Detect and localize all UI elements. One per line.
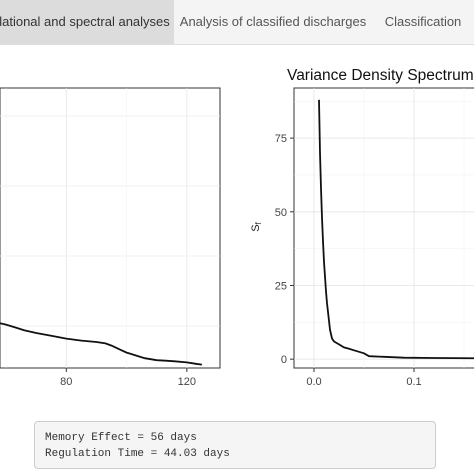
right-x-tick-label: 0.0 xyxy=(306,376,321,388)
tab-correlational-spectral-analyses[interactable]: elational and spectral analyses xyxy=(0,0,174,44)
right-y-tick-label: 50 xyxy=(275,207,287,219)
right-chart-title: Variance Density Spectrum xyxy=(287,67,474,84)
right-y-tick-label: 0 xyxy=(281,354,287,366)
right-plot-panel xyxy=(293,87,474,369)
tab-analysis-classified-discharges[interactable]: Analysis of classified discharges xyxy=(179,14,367,29)
tab-classification[interactable]: Classification xyxy=(384,14,462,29)
results-output-box: Memory Effect = 56 days Regulation Time … xyxy=(34,421,436,469)
left-plot-panel xyxy=(0,87,221,369)
left-x-tick-label: 120 xyxy=(178,376,196,388)
correlogram-plot: 80 120 xyxy=(0,87,221,388)
correlogram-line xyxy=(0,322,203,366)
left-x-tick-label: 80 xyxy=(60,376,72,388)
tab-bar: elational and spectral analyses Analysis… xyxy=(0,0,474,45)
plots-area: 80 120 Variance Density Spectrum 0 25 50 75 0… xyxy=(0,67,474,388)
memory-effect-text: Memory Effect = 56 days xyxy=(45,432,197,444)
right-y-tick-label: 25 xyxy=(275,280,287,292)
regulation-time-text: Regulation Time = 44.03 days xyxy=(45,448,230,460)
right-x-tick-label: 0.1 xyxy=(406,376,421,388)
right-y-tick-label: 75 xyxy=(275,133,287,145)
variance-spectrum-line xyxy=(318,99,474,360)
right-y-axis-label: Sf xyxy=(250,221,263,231)
